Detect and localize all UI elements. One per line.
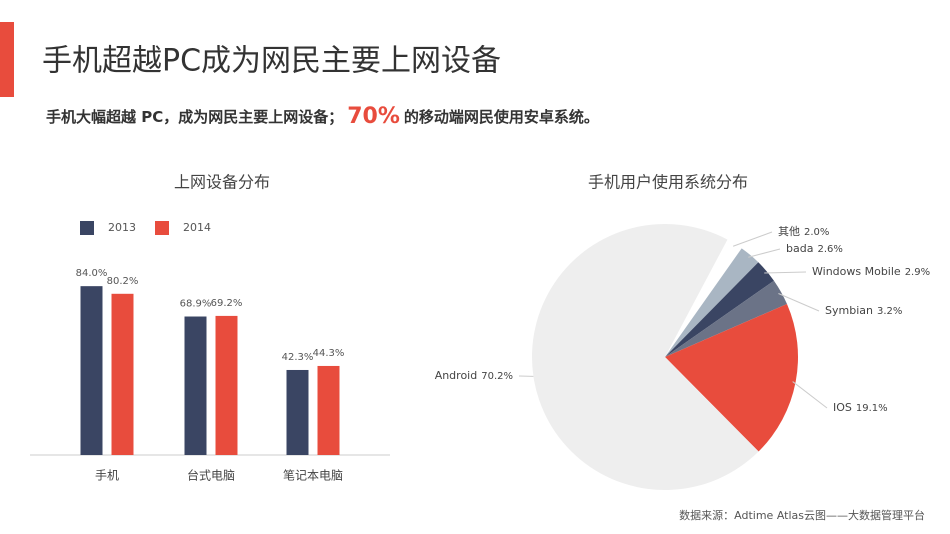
- data-label: 68.9%: [180, 299, 212, 310]
- subtitle-text: 的移动端网民使用安卓系统。: [404, 108, 599, 126]
- legend-label: 2013: [108, 221, 136, 234]
- pie-label-name: 其他: [778, 225, 800, 238]
- source-note: 数据来源：Adtime Atlas云图——大数据管理平台: [679, 508, 925, 522]
- page-title: 手机超越PC成为网民主要上网设备: [42, 44, 501, 79]
- subtitle: 手机大幅超越 PC，成为网民主要上网设备； 70% 的移动端网民使用安卓系统。: [46, 104, 599, 129]
- bar: [317, 365, 340, 455]
- chart-title: 手机用户使用系统分布: [588, 173, 748, 192]
- leader-line: [792, 381, 828, 409]
- pie-label-name: Symbian: [825, 304, 873, 317]
- pie-slice: [665, 304, 798, 452]
- legend-label: 2014: [183, 221, 211, 234]
- bar: [184, 316, 207, 455]
- legend-swatch: [155, 221, 169, 235]
- pie-label-value: 3.2%: [877, 306, 902, 317]
- pie-label-value: 70.2%: [481, 371, 513, 382]
- subtitle-highlight: 70%: [347, 104, 400, 129]
- pie-label: IOS 19.1%: [833, 401, 888, 414]
- data-label: 80.2%: [107, 276, 139, 287]
- pie-label-name: IOS: [833, 401, 852, 414]
- bar: [111, 293, 134, 455]
- leader-line: [748, 248, 781, 258]
- pie-label-value: 2.6%: [817, 244, 842, 255]
- pie-label-name: bada: [786, 242, 813, 255]
- pie-slice: [665, 262, 774, 357]
- x-tick-label: 笔记本电脑: [283, 468, 343, 483]
- pie-slice: [665, 248, 759, 357]
- accent-bar: [0, 22, 14, 97]
- bar: [215, 315, 238, 455]
- leader-line: [732, 231, 773, 247]
- x-tick-label: 手机: [95, 469, 119, 483]
- bar: [80, 286, 103, 455]
- pie-label: bada 2.6%: [786, 242, 843, 255]
- legend-swatch: [80, 221, 94, 235]
- leader-line: [778, 293, 820, 312]
- pie-label: 其他 2.0%: [778, 225, 829, 238]
- chart-title: 上网设备分布: [174, 173, 270, 192]
- leader-line: [764, 271, 807, 274]
- pie-label-value: 2.0%: [804, 227, 829, 238]
- pie-label: Android 70.2%: [435, 369, 513, 382]
- data-label: 84.0%: [76, 268, 108, 279]
- pie-slice: [532, 224, 759, 491]
- bar: [286, 369, 309, 455]
- subtitle-text: 手机大幅超越 PC，成为网民主要上网设备；: [46, 108, 343, 126]
- pie-label-value: 2.9%: [905, 267, 930, 278]
- pie-label: Windows Mobile 2.9%: [812, 265, 930, 278]
- data-label: 69.2%: [211, 298, 243, 309]
- data-label: 42.3%: [282, 352, 314, 363]
- pie-label-name: Windows Mobile: [812, 265, 901, 278]
- pie-label: Symbian 3.2%: [825, 304, 902, 317]
- pie-label-name: Android: [435, 369, 478, 382]
- data-label: 44.3%: [313, 348, 345, 359]
- x-tick-label: 台式电脑: [187, 468, 235, 483]
- pie-slice: [665, 280, 787, 357]
- pie-label-value: 19.1%: [856, 403, 888, 414]
- pie-slice: [665, 239, 742, 357]
